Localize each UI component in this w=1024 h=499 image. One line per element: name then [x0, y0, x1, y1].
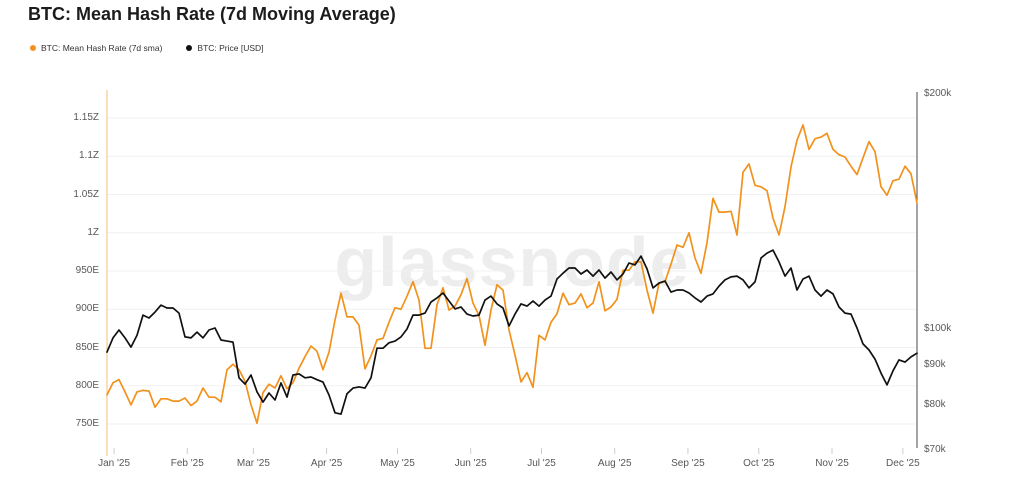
y-right-tick-label: $200k	[924, 88, 952, 100]
x-tick-label: Jan '25	[98, 458, 131, 469]
x-tick-label: Oct '25	[743, 458, 775, 469]
legend: BTC: Mean Hash Rate (7d sma) BTC: Price …	[30, 43, 288, 53]
y-left-tick-label: 900E	[75, 303, 99, 315]
chart-title: BTC: Mean Hash Rate (7d Moving Average)	[28, 4, 396, 24]
legend-item-price[interactable]: BTC: Price [USD]	[186, 43, 264, 53]
y-right-tick-label: $90k	[924, 358, 946, 370]
y-left-tick-label: 1.15Z	[73, 112, 99, 123]
y-left-tick-label: 950E	[75, 265, 99, 276]
y-left-tick-label: 1.1Z	[78, 150, 99, 162]
x-tick-label: Nov '25	[815, 458, 849, 469]
x-tick-label: Sep '25	[671, 458, 705, 469]
x-tick-label: Jun '25	[454, 458, 487, 469]
series-price-line[interactable]	[106, 249, 918, 415]
y-left-tick-label: 750E	[75, 418, 99, 429]
y-left-tick-label: 800E	[75, 379, 99, 391]
x-tick-label: Apr '25	[310, 458, 343, 469]
y-right-tick-label: $70k	[924, 443, 946, 455]
x-tick-label: Dec '25	[886, 458, 920, 469]
legend-item-hash-rate[interactable]: BTC: Mean Hash Rate (7d sma)	[30, 43, 162, 53]
x-tick-label: May '25	[380, 458, 415, 469]
series-hash-rate-line[interactable]	[106, 124, 918, 425]
y-left-tick-label: 850E	[75, 341, 99, 353]
x-tick-label: Feb '25	[170, 458, 204, 469]
legend-dot-hash-rate-icon	[30, 45, 36, 51]
glassnode-watermark: glassnode	[334, 223, 690, 301]
x-tick-label: Aug '25	[597, 458, 632, 469]
y-right-tick-label: $100k	[924, 323, 952, 334]
y-right-tick-label: $80k	[924, 398, 946, 410]
legend-label-hash-rate: BTC: Mean Hash Rate (7d sma)	[41, 43, 163, 53]
x-tick-label: Jul '25	[527, 458, 556, 469]
legend-label-price: BTC: Price [USD]	[197, 43, 264, 53]
y-left-tick-label: 1Z	[87, 226, 99, 238]
y-left-tick-label: 1.05Z	[73, 188, 99, 200]
x-tick-label: Mar '25	[236, 458, 270, 469]
legend-dot-price-icon	[186, 45, 193, 51]
